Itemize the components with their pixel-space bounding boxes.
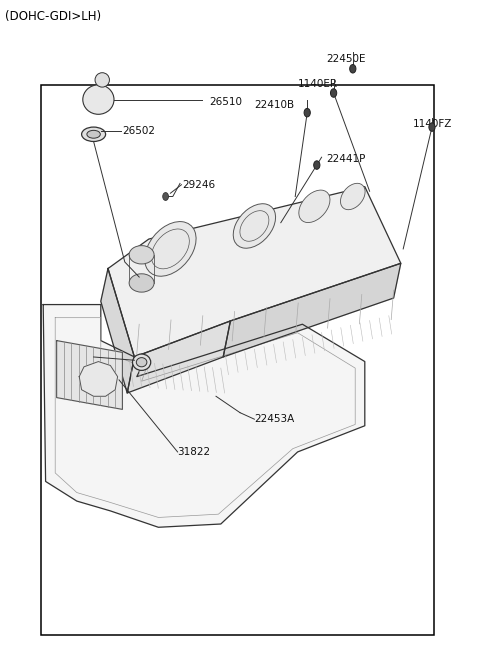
Ellipse shape (87, 130, 100, 138)
Text: 29246: 29246 (182, 179, 216, 190)
Polygon shape (57, 341, 122, 409)
Text: (DOHC-GDI>LH): (DOHC-GDI>LH) (5, 10, 101, 23)
Text: 22410B: 22410B (254, 100, 295, 110)
Ellipse shape (83, 85, 114, 114)
Ellipse shape (314, 161, 320, 169)
Ellipse shape (340, 183, 365, 210)
Ellipse shape (233, 204, 276, 248)
Text: 1140ER: 1140ER (298, 79, 337, 89)
Ellipse shape (304, 109, 310, 117)
Ellipse shape (82, 127, 106, 141)
Ellipse shape (132, 354, 151, 370)
Polygon shape (43, 305, 365, 527)
Ellipse shape (429, 122, 435, 131)
Ellipse shape (129, 274, 154, 292)
Ellipse shape (163, 193, 168, 200)
Ellipse shape (349, 64, 356, 73)
Text: 22443B: 22443B (62, 352, 103, 362)
Text: 26502: 26502 (122, 126, 156, 136)
Text: 26510: 26510 (209, 96, 242, 107)
Ellipse shape (299, 190, 330, 223)
Polygon shape (223, 263, 401, 357)
Ellipse shape (330, 88, 336, 98)
Text: 22450E: 22450E (326, 54, 366, 64)
Polygon shape (79, 362, 118, 396)
Bar (41, 85, 434, 635)
Polygon shape (127, 321, 230, 393)
Text: 1140FZ: 1140FZ (413, 119, 452, 130)
Text: 31822: 31822 (178, 447, 211, 457)
Ellipse shape (95, 73, 109, 87)
Polygon shape (108, 187, 401, 357)
Text: 22453A: 22453A (254, 414, 295, 424)
Ellipse shape (136, 358, 147, 367)
Text: 22441P: 22441P (326, 153, 366, 164)
Ellipse shape (144, 221, 196, 276)
Ellipse shape (129, 246, 154, 264)
Polygon shape (101, 269, 134, 393)
